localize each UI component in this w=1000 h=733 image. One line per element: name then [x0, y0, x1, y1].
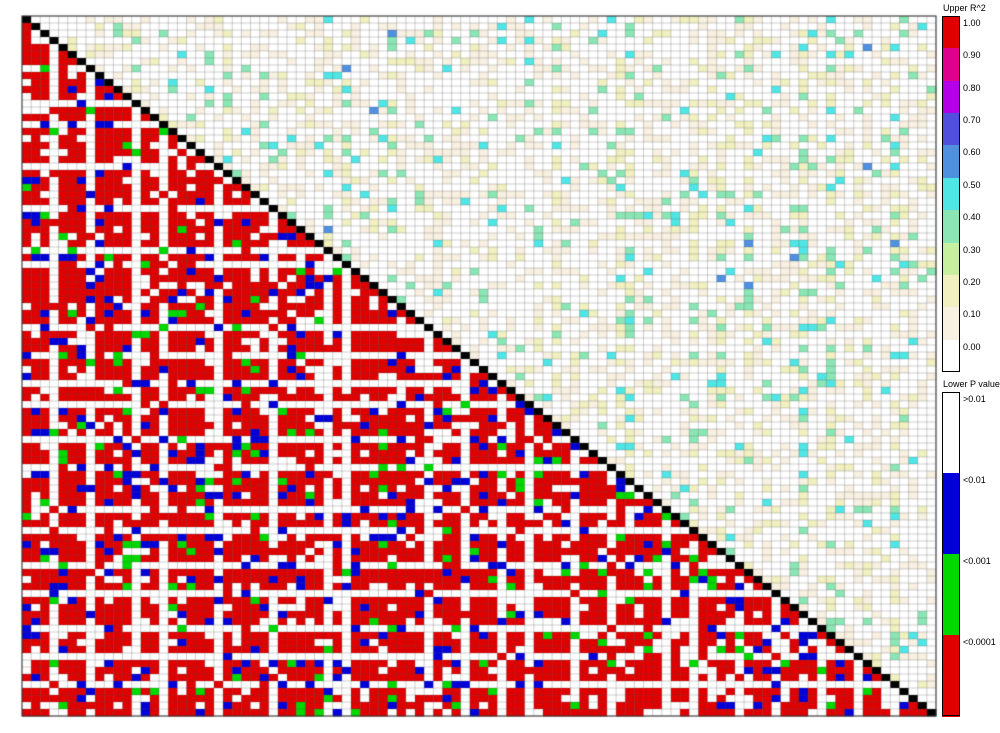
legend-upper-tick-label: 0.20 [963, 276, 981, 287]
legend-upper-tick-label: 0.60 [963, 147, 981, 158]
legend-lower-swatch [942, 554, 960, 636]
legend-upper-swatch [942, 242, 960, 276]
legend-upper-swatch [942, 48, 960, 82]
legend-lower-tick-label: <0.001 [963, 556, 991, 566]
legend-upper-swatch [942, 145, 960, 179]
legend-upper-tick-label: 0.70 [963, 115, 981, 126]
legend-upper-swatch [942, 307, 960, 341]
legend-lower-tick-label: >0.01 [963, 394, 986, 404]
legend-upper-tick-label: 0.50 [963, 179, 981, 190]
legend-lower-title: Lower P value [943, 379, 1000, 389]
legend-upper-tick-label: 0.80 [963, 82, 981, 93]
legend-upper-tick-label: 0.10 [963, 309, 981, 320]
legend-upper-swatch [942, 274, 960, 308]
legend-upper-swatch [942, 16, 960, 49]
legend-upper-tick-label: 0.90 [963, 50, 981, 61]
legend-upper-frame [942, 16, 960, 372]
legend-upper-swatch [942, 113, 960, 146]
legend-upper-swatch [942, 210, 960, 244]
legend-upper-tick-label: 1.00 [963, 18, 981, 28]
legend-upper-tick-label: 0.00 [963, 341, 981, 352]
legend-upper-tick-label: 0.40 [963, 212, 981, 223]
legend-lower-tick-label: <0.01 [963, 475, 986, 485]
legend-lower-swatch [942, 473, 960, 555]
legend-upper-title: Upper R^2 [943, 3, 986, 13]
legend-upper-swatch [942, 339, 960, 373]
legend-lower-swatch [942, 392, 960, 474]
legend-lower-frame [942, 392, 960, 716]
legend-upper-swatch [942, 177, 960, 211]
legend-upper-tick-label: 0.30 [963, 244, 981, 255]
legend-lower-tick-label: <0.0001 [963, 637, 996, 647]
legend-upper-swatch [942, 80, 960, 114]
legend-lower-swatch [942, 635, 960, 717]
